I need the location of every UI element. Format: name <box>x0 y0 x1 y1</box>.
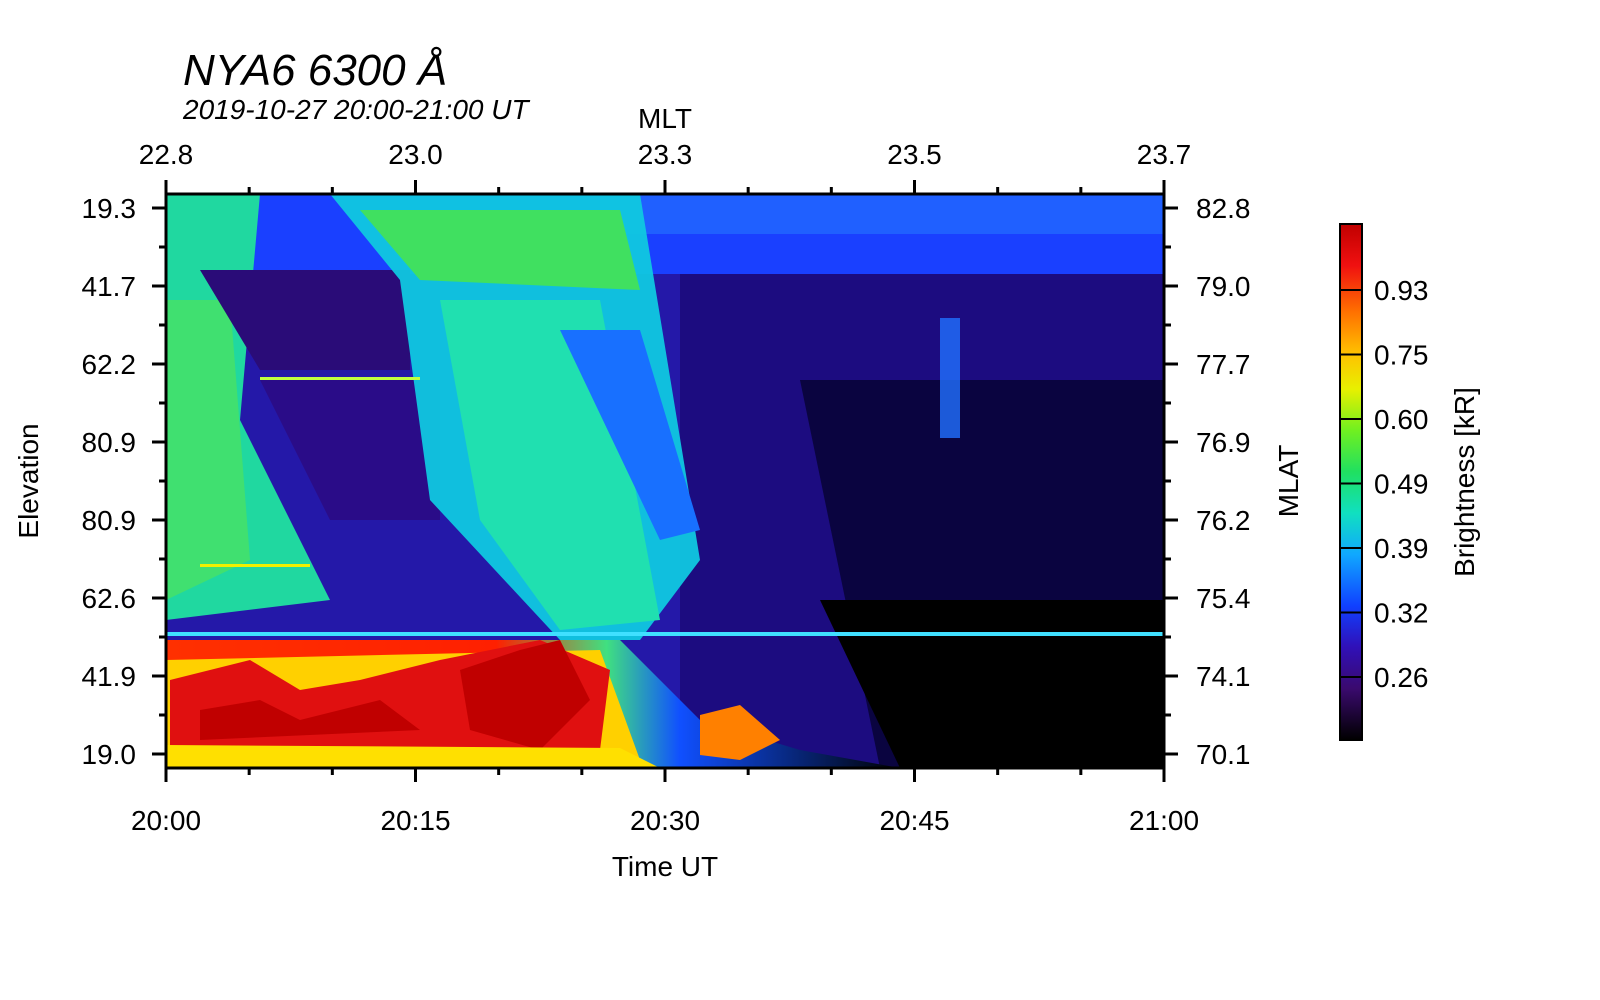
y-tick-label: 80.9 <box>82 427 137 458</box>
x-tick-label: 20:00 <box>131 805 201 836</box>
y-tick-label: 19.3 <box>82 193 137 224</box>
right-tick-label: 75.4 <box>1196 583 1251 614</box>
top-tick-label: 23.5 <box>887 139 942 170</box>
colorbar-tick-label: 0.60 <box>1374 404 1429 435</box>
top-tick-label: 23.0 <box>388 139 443 170</box>
right-tick-label: 74.1 <box>1196 661 1251 692</box>
right-tick-label: 70.1 <box>1196 739 1251 770</box>
colorbar-tick-label: 0.49 <box>1374 469 1429 500</box>
right-axis-label: MLAT <box>1273 445 1304 518</box>
x-tick-label: 20:15 <box>380 805 450 836</box>
right-tick-label: 76.2 <box>1196 505 1251 536</box>
colorbar-tick-label: 0.39 <box>1374 533 1429 564</box>
heatmap-image <box>166 194 1164 768</box>
colorbar-tick-label: 0.75 <box>1374 340 1429 371</box>
top-tick-label: 23.7 <box>1137 139 1192 170</box>
top-tick-label: 23.3 <box>638 139 693 170</box>
y-tick-label: 41.9 <box>82 661 137 692</box>
chart-subtitle: 2019-10-27 20:00-21:00 UT <box>183 94 529 125</box>
top-axis-label: MLT <box>638 103 692 134</box>
colorbar-label: Brightness [kR] <box>1449 387 1480 577</box>
colorbar-tick-label: 0.26 <box>1374 662 1429 693</box>
x-tick-label: 21:00 <box>1129 805 1199 836</box>
y-tick-label: 62.6 <box>82 583 137 614</box>
x-tick-label: 20:30 <box>630 805 700 836</box>
x-tick-label: 20:45 <box>879 805 949 836</box>
y-tick-label: 62.2 <box>82 349 137 380</box>
y-tick-label: 19.0 <box>82 739 137 770</box>
top-tick-label: 22.8 <box>139 139 194 170</box>
chart-title: NYA6 6300 Å <box>183 46 448 95</box>
right-tick-label: 79.0 <box>1196 271 1251 302</box>
colorbar-tick-label: 0.93 <box>1374 275 1429 306</box>
y-tick-label: 80.9 <box>82 505 137 536</box>
right-tick-label: 76.9 <box>1196 427 1251 458</box>
y-axis-label: Elevation <box>13 423 44 538</box>
right-tick-label: 82.8 <box>1196 193 1251 224</box>
colorbar-tick-label: 0.32 <box>1374 598 1429 629</box>
colorbar <box>1339 223 1363 741</box>
x-axis-label: Time UT <box>612 851 718 882</box>
right-tick-label: 77.7 <box>1196 349 1251 380</box>
y-tick-label: 41.7 <box>82 271 137 302</box>
